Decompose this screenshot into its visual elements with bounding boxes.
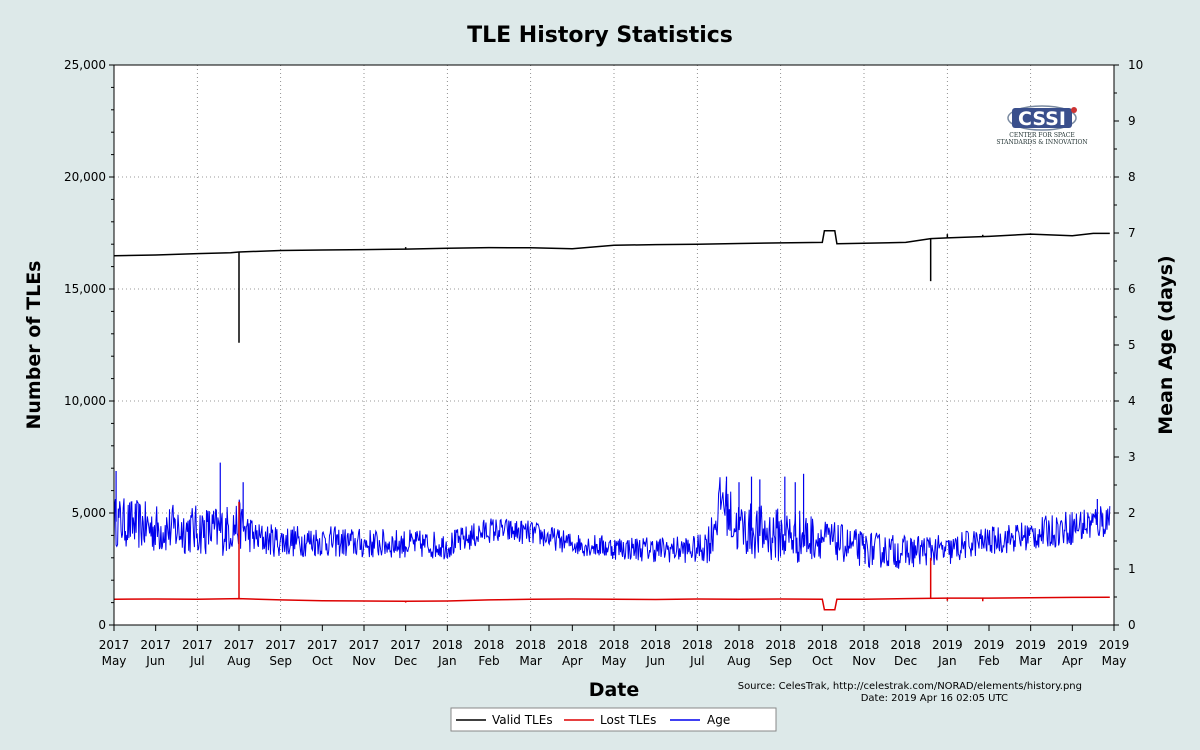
left-tick-label: 15,000 bbox=[64, 282, 106, 296]
x-tick-year: 2018 bbox=[599, 638, 630, 652]
x-tick-month: Jun bbox=[145, 654, 165, 668]
logo-dot bbox=[1071, 107, 1077, 113]
left-tick-label: 0 bbox=[98, 618, 106, 632]
logo-orbit bbox=[1007, 105, 1077, 131]
x-tick-year: 2018 bbox=[682, 638, 713, 652]
cssi-logo: CSSI CENTER FOR SPACE STANDARDS & INNOVA… bbox=[996, 105, 1088, 146]
x-tick-year: 2017 bbox=[390, 638, 421, 652]
right-tick-label: 1 bbox=[1128, 562, 1136, 576]
legend-label-lost: Lost TLEs bbox=[600, 713, 656, 727]
logo-line2: STANDARDS & INNOVATION bbox=[996, 139, 1087, 146]
x-tick-month: Sep bbox=[269, 654, 292, 668]
x-tick-month: Sep bbox=[769, 654, 792, 668]
right-tick-label: 2 bbox=[1128, 506, 1136, 520]
x-tick-year: 2018 bbox=[432, 638, 463, 652]
x-tick-month: May bbox=[102, 654, 127, 668]
source-line: Source: CelesTrak, http://celestrak.com/… bbox=[738, 681, 1082, 692]
x-tick-year: 2018 bbox=[890, 638, 921, 652]
right-tick-label: 5 bbox=[1128, 338, 1136, 352]
x-tick-month: May bbox=[602, 654, 627, 668]
x-tick-month: Jul bbox=[689, 654, 704, 668]
right-tick-label: 7 bbox=[1128, 226, 1136, 240]
x-tick-year: 2018 bbox=[724, 638, 755, 652]
x-tick-month: Dec bbox=[394, 654, 417, 668]
x-tick-year: 2018 bbox=[557, 638, 588, 652]
x-tick-year: 2017 bbox=[224, 638, 255, 652]
date-line: Date: 2019 Apr 16 02:05 UTC bbox=[861, 693, 1008, 704]
x-tick-year: 2017 bbox=[349, 638, 380, 652]
x-tick-month: Jan bbox=[937, 654, 957, 668]
x-tick-year: 2018 bbox=[765, 638, 796, 652]
right-tick-label: 4 bbox=[1128, 394, 1136, 408]
x-tick-year: 2019 bbox=[932, 638, 963, 652]
x-tick-month: Feb bbox=[978, 654, 999, 668]
x-tick-month: Mar bbox=[1019, 654, 1042, 668]
x-tick-year: 2019 bbox=[1057, 638, 1088, 652]
x-tick-month: Jul bbox=[189, 654, 204, 668]
x-axis: 2017 May 2017 Jun 2017 Jul 2017 Aug 2017 Sep 2017 O… bbox=[99, 625, 1130, 668]
logo-line1: CENTER FOR SPACE bbox=[1009, 132, 1074, 139]
left-tick-label: 5,000 bbox=[72, 506, 106, 520]
x-tick-month: Nov bbox=[852, 654, 875, 668]
x-tick-month: Aug bbox=[727, 654, 750, 668]
right-tick-label: 6 bbox=[1128, 282, 1136, 296]
x-tick-year: 2018 bbox=[807, 638, 838, 652]
right-tick-label: 9 bbox=[1128, 114, 1136, 128]
right-tick-label: 0 bbox=[1128, 618, 1136, 632]
right-tick-label: 3 bbox=[1128, 450, 1136, 464]
x-tick-month: Aug bbox=[227, 654, 250, 668]
left-tick-label: 20,000 bbox=[64, 170, 106, 184]
x-tick-year: 2018 bbox=[849, 638, 880, 652]
legend-label-valid: Valid TLEs bbox=[492, 713, 553, 727]
x-tick-month: Oct bbox=[812, 654, 833, 668]
left-tick-label: 25,000 bbox=[64, 58, 106, 72]
x-axis-title: Date bbox=[589, 679, 640, 701]
chart-title: TLE History Statistics bbox=[467, 23, 733, 48]
x-tick-month: Apr bbox=[1062, 654, 1083, 668]
x-tick-month: Jun bbox=[645, 654, 665, 668]
x-tick-year: 2019 bbox=[1099, 638, 1130, 652]
x-tick-month: Jan bbox=[437, 654, 457, 668]
grid bbox=[114, 65, 1114, 625]
y-axis-left-title: Number of TLEs bbox=[23, 261, 45, 430]
x-tick-month: Feb bbox=[478, 654, 499, 668]
x-tick-month: Apr bbox=[562, 654, 583, 668]
x-tick-month: Dec bbox=[894, 654, 917, 668]
x-tick-year: 2017 bbox=[265, 638, 296, 652]
x-tick-month: May bbox=[1102, 654, 1127, 668]
x-tick-year: 2017 bbox=[182, 638, 213, 652]
x-tick-year: 2018 bbox=[474, 638, 505, 652]
logo-abbr: CSSI bbox=[1018, 108, 1066, 130]
right-tick-label: 10 bbox=[1128, 58, 1143, 72]
series-layer bbox=[113, 230, 1111, 611]
right-axis: 0 1 2 3 4 5 6 7 8 9 10 bbox=[1114, 58, 1143, 632]
left-tick-label: 10,000 bbox=[64, 394, 106, 408]
logo-plate bbox=[1012, 108, 1072, 128]
x-tick-month: Nov bbox=[352, 654, 375, 668]
right-tick-label: 8 bbox=[1128, 170, 1136, 184]
x-tick-year: 2017 bbox=[307, 638, 338, 652]
x-tick-year: 2019 bbox=[1015, 638, 1046, 652]
series-age-line bbox=[113, 477, 1111, 569]
y-axis-right-title: Mean Age (days) bbox=[1155, 255, 1177, 434]
series-lost-line bbox=[113, 596, 1110, 611]
legend: Valid TLEs Lost TLEs Age bbox=[450, 707, 777, 732]
legend-label-age: Age bbox=[707, 713, 730, 727]
x-tick-year: 2018 bbox=[640, 638, 671, 652]
legend-box bbox=[450, 707, 777, 732]
x-tick-year: 2017 bbox=[99, 638, 130, 652]
x-tick-month: Mar bbox=[519, 654, 542, 668]
x-tick-month: Oct bbox=[312, 654, 333, 668]
x-tick-year: 2018 bbox=[515, 638, 546, 652]
left-axis: 0 5,000 10,000 15,000 20,000 25,000 bbox=[64, 58, 114, 632]
x-tick-year: 2019 bbox=[974, 638, 1005, 652]
x-tick-year: 2017 bbox=[140, 638, 171, 652]
